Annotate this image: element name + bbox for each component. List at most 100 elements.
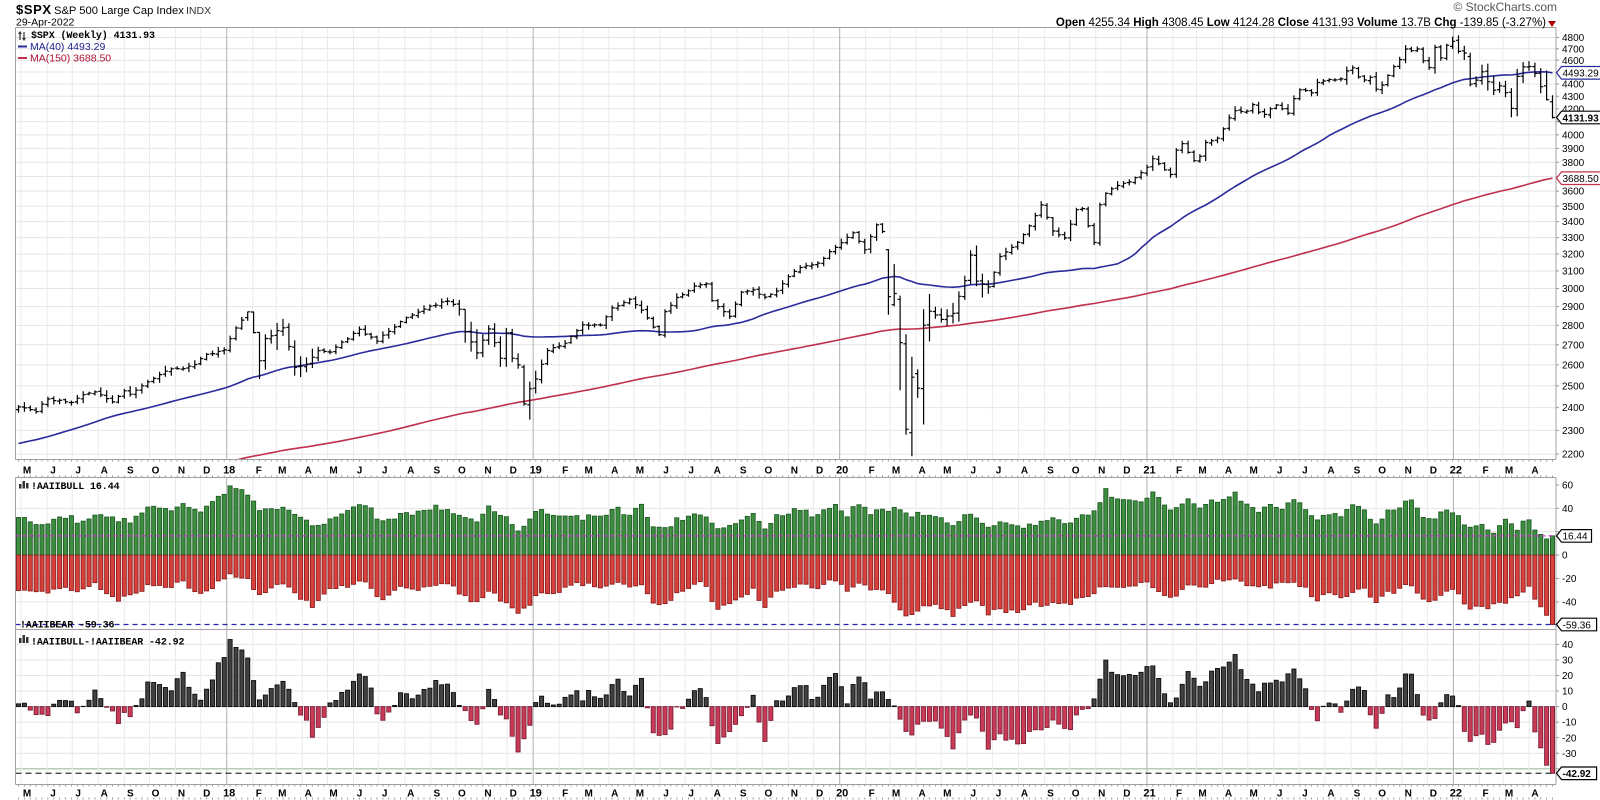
svg-text:!AAIIBULL 16.44: !AAIIBULL 16.44 bbox=[31, 482, 120, 493]
svg-text:MA(40) 4493.29: MA(40) 4493.29 bbox=[30, 41, 105, 53]
svg-text:S: S bbox=[433, 789, 440, 800]
svg-text:3800: 3800 bbox=[1562, 158, 1585, 169]
svg-text:M: M bbox=[585, 466, 593, 477]
svg-text:A: A bbox=[101, 466, 108, 477]
svg-text:A: A bbox=[918, 466, 925, 477]
svg-text:3100: 3100 bbox=[1562, 267, 1585, 278]
svg-text:18: 18 bbox=[223, 465, 235, 477]
svg-text:N: N bbox=[1098, 466, 1105, 477]
svg-text:A: A bbox=[1327, 466, 1334, 477]
svg-text:S: S bbox=[127, 789, 134, 800]
svg-text:3000: 3000 bbox=[1562, 284, 1585, 295]
svg-text:S: S bbox=[1047, 789, 1054, 800]
svg-text:F: F bbox=[562, 789, 568, 800]
svg-text:S: S bbox=[740, 789, 747, 800]
svg-text:4600: 4600 bbox=[1562, 56, 1585, 67]
svg-text:J: J bbox=[75, 789, 81, 800]
svg-text:N: N bbox=[791, 466, 798, 477]
svg-text:3400: 3400 bbox=[1562, 217, 1585, 228]
svg-text:J: J bbox=[688, 789, 694, 800]
svg-text:20: 20 bbox=[836, 465, 848, 477]
svg-text:-42.92: -42.92 bbox=[1563, 769, 1592, 780]
svg-text:A: A bbox=[714, 789, 721, 800]
svg-text:J: J bbox=[50, 466, 56, 477]
svg-text:60: 60 bbox=[1562, 481, 1574, 492]
svg-text:M: M bbox=[636, 466, 644, 477]
svg-text:2300: 2300 bbox=[1562, 426, 1585, 437]
svg-text:J: J bbox=[382, 466, 388, 477]
svg-text:A: A bbox=[714, 466, 721, 477]
svg-text:N: N bbox=[484, 789, 491, 800]
svg-text:M: M bbox=[23, 789, 31, 800]
svg-text:3900: 3900 bbox=[1562, 144, 1585, 155]
svg-text:J: J bbox=[50, 789, 56, 800]
svg-text:J: J bbox=[996, 466, 1002, 477]
svg-text:M: M bbox=[23, 466, 31, 477]
svg-text:4400: 4400 bbox=[1562, 80, 1585, 91]
svg-text:D: D bbox=[1430, 789, 1437, 800]
svg-text:O: O bbox=[765, 466, 773, 477]
svg-text:S: S bbox=[1047, 466, 1054, 477]
svg-text:-30: -30 bbox=[1562, 749, 1577, 760]
svg-text:M: M bbox=[585, 789, 593, 800]
svg-text:M: M bbox=[1250, 789, 1258, 800]
svg-text:3500: 3500 bbox=[1562, 202, 1585, 213]
svg-text:A: A bbox=[305, 789, 312, 800]
svg-text:N: N bbox=[1405, 789, 1412, 800]
svg-text:Open 4255.34 High 4308.45 Low: Open 4255.34 High 4308.45 Low 4124.28 Cl… bbox=[1056, 17, 1546, 29]
svg-text:4000: 4000 bbox=[1562, 131, 1585, 142]
svg-text:M: M bbox=[329, 466, 337, 477]
svg-text:J: J bbox=[971, 466, 977, 477]
svg-text:!AAIIBEAR -59.36: !AAIIBEAR -59.36 bbox=[20, 621, 115, 632]
svg-text:4700: 4700 bbox=[1562, 44, 1585, 55]
svg-text:J: J bbox=[688, 466, 694, 477]
svg-text:4800: 4800 bbox=[1562, 33, 1585, 44]
svg-text:F: F bbox=[1482, 466, 1488, 477]
svg-text:-20: -20 bbox=[1562, 574, 1577, 585]
svg-text:D: D bbox=[510, 789, 517, 800]
svg-text:3688.50: 3688.50 bbox=[1563, 174, 1600, 185]
svg-text:2200: 2200 bbox=[1562, 450, 1585, 461]
svg-text:20: 20 bbox=[836, 788, 848, 800]
svg-text:19: 19 bbox=[530, 788, 542, 800]
svg-text:A: A bbox=[1531, 466, 1538, 477]
svg-text:M: M bbox=[892, 789, 900, 800]
svg-text:J: J bbox=[1277, 789, 1283, 800]
svg-text:M: M bbox=[278, 466, 286, 477]
svg-text:A: A bbox=[305, 466, 312, 477]
svg-text:O: O bbox=[152, 466, 160, 477]
svg-text:J: J bbox=[663, 466, 669, 477]
svg-text:D: D bbox=[816, 466, 823, 477]
svg-text:M: M bbox=[1505, 789, 1513, 800]
svg-text:J: J bbox=[663, 789, 669, 800]
svg-text:$SPX (Weekly) 4131.93: $SPX (Weekly) 4131.93 bbox=[31, 30, 155, 42]
svg-text:!AAIIBULL-!AAIIBEAR -42.92: !AAIIBULL-!AAIIBEAR -42.92 bbox=[31, 638, 185, 649]
svg-text:10: 10 bbox=[1562, 687, 1574, 698]
svg-text:A: A bbox=[101, 789, 108, 800]
svg-text:20: 20 bbox=[1562, 671, 1574, 682]
svg-text:J: J bbox=[1277, 466, 1283, 477]
svg-text:3600: 3600 bbox=[1562, 187, 1585, 198]
svg-text:-20: -20 bbox=[1562, 733, 1577, 744]
svg-text:4200: 4200 bbox=[1562, 104, 1585, 115]
svg-text:O: O bbox=[1072, 789, 1080, 800]
svg-text:2500: 2500 bbox=[1562, 381, 1585, 392]
svg-text:18: 18 bbox=[223, 788, 235, 800]
svg-text:-40: -40 bbox=[1562, 598, 1577, 609]
svg-text:2900: 2900 bbox=[1562, 302, 1585, 313]
svg-text:2800: 2800 bbox=[1562, 321, 1585, 332]
svg-text:D: D bbox=[1430, 466, 1437, 477]
svg-text:O: O bbox=[458, 789, 466, 800]
svg-text:S: S bbox=[740, 466, 747, 477]
svg-text:S: S bbox=[433, 466, 440, 477]
svg-text:D: D bbox=[816, 789, 823, 800]
svg-text:D: D bbox=[203, 789, 210, 800]
svg-text:30: 30 bbox=[1562, 656, 1574, 667]
svg-text:$SPX: $SPX bbox=[16, 2, 52, 17]
svg-text:3200: 3200 bbox=[1562, 250, 1585, 261]
svg-text:A: A bbox=[1225, 466, 1232, 477]
svg-text:29-Apr-2022: 29-Apr-2022 bbox=[16, 17, 75, 29]
svg-text:N: N bbox=[178, 466, 185, 477]
svg-text:22: 22 bbox=[1450, 788, 1462, 800]
svg-text:2700: 2700 bbox=[1562, 340, 1585, 351]
